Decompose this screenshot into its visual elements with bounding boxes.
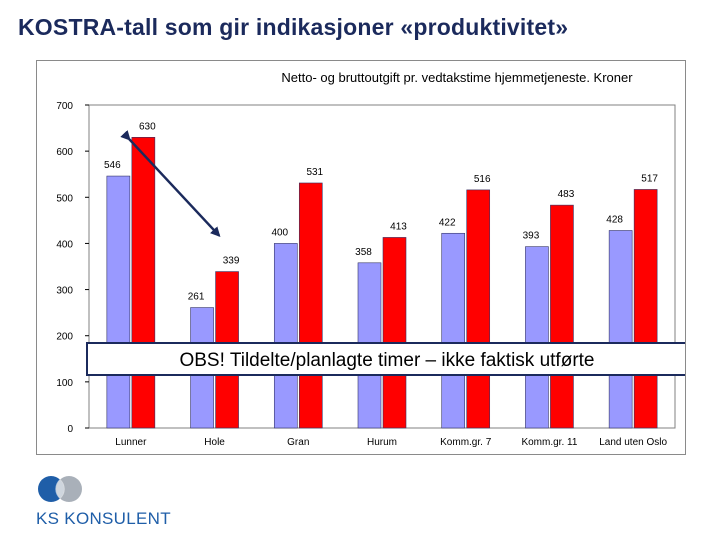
category-label: Hurum: [367, 437, 397, 448]
bar-series-1: [608, 230, 633, 429]
comparison-arrow: [120, 130, 221, 238]
bar-series-1: [106, 175, 131, 429]
category-label: Hole: [204, 437, 225, 448]
y-tick-label: 500: [56, 193, 73, 204]
bar-series-1: [525, 246, 549, 429]
ks-konsulent-logo: KS KONSULENT: [34, 473, 174, 533]
plot-background: [88, 104, 676, 429]
bar-series-2: [131, 137, 156, 429]
value-label: 422: [439, 217, 456, 228]
value-label: 358: [355, 247, 372, 258]
value-label: 531: [306, 167, 323, 178]
value-label: 400: [271, 227, 288, 238]
y-tick-label: 100: [56, 378, 73, 389]
slide-title: KOSTRA-tall som gir indikasjoner «produk…: [18, 14, 569, 40]
y-tick-label: 400: [56, 239, 73, 250]
annotation-box: [86, 342, 685, 376]
logo-text: KS KONSULENT: [36, 509, 171, 528]
chart-frame: Netto- og bruttoutgift pr. vedtakstime h…: [36, 60, 686, 455]
bar-series-1: [441, 232, 466, 429]
value-label: 517: [641, 173, 658, 184]
value-label: 413: [390, 221, 407, 232]
value-label: 428: [606, 215, 623, 226]
annotation-text: OBS! Tildelte/planlagte timer – ikke fak…: [179, 350, 594, 371]
y-tick-label: 0: [67, 424, 73, 435]
bar-series-2: [550, 204, 574, 429]
y-tick-label: 200: [56, 332, 73, 343]
category-label: Komm.gr. 11: [521, 437, 577, 448]
chart-title: Netto- og bruttoutgift pr. vedtakstime h…: [281, 70, 633, 85]
bar-series-2: [298, 182, 323, 429]
value-label: 339: [223, 256, 240, 267]
value-label: 261: [188, 292, 205, 303]
plot-area: 0 100 200 300 400 500 600 700 Lunner Hole Gran Huru…: [56, 101, 685, 448]
bar-series-2: [382, 237, 407, 429]
bar-chart: Netto- og bruttoutgift pr. vedtakstime h…: [56, 70, 685, 448]
category-label: Land uten Oslo: [599, 437, 667, 448]
y-tick-label: 600: [56, 147, 73, 158]
value-label: 630: [139, 121, 156, 132]
bar-series-2: [466, 189, 491, 429]
category-label: Lunner: [115, 437, 147, 448]
y-tick-label: 700: [56, 101, 73, 112]
value-label: 393: [523, 231, 540, 242]
logo-circles-icon: [38, 476, 82, 502]
bar-series-2: [633, 189, 658, 429]
value-label: 546: [104, 160, 121, 171]
bar-series-1: [273, 243, 298, 429]
category-label: Gran: [287, 437, 309, 448]
value-label: 483: [558, 189, 575, 200]
value-label: 516: [474, 174, 491, 185]
category-label: Komm.gr. 7: [440, 437, 492, 448]
y-tick-label: 300: [56, 286, 73, 297]
